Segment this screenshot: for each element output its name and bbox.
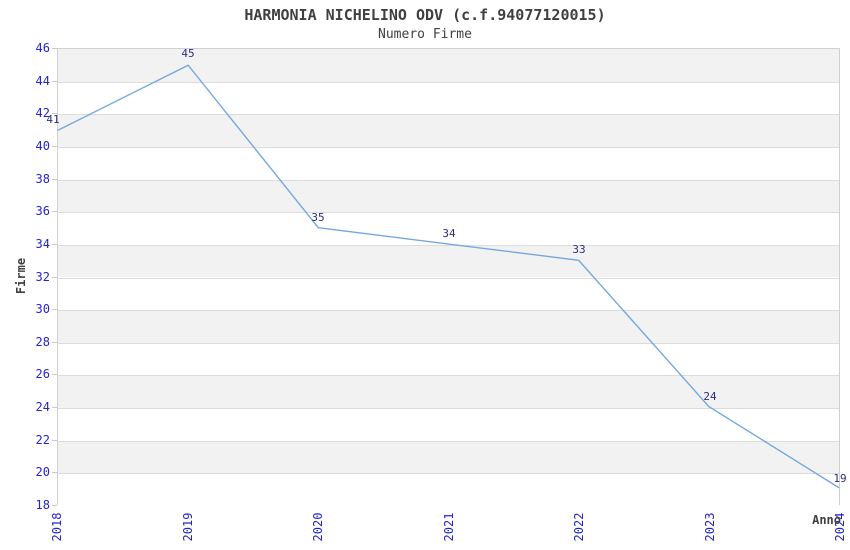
y-tick-mark xyxy=(52,244,57,245)
gridline xyxy=(58,114,839,115)
x-tick-label: 2020 xyxy=(311,512,325,542)
background-band xyxy=(58,342,839,376)
gridline xyxy=(58,147,839,148)
background-band xyxy=(58,179,839,213)
gridline xyxy=(58,408,839,409)
chart-title: HARMONIA NICHELINO ODV (c.f.94077120015) xyxy=(244,6,606,24)
x-tick-label: 2023 xyxy=(703,512,717,542)
background-band xyxy=(58,375,839,409)
y-tick-label: 24 xyxy=(35,400,50,414)
y-tick-label: 36 xyxy=(35,204,50,218)
chart-subtitle: Numero Firme xyxy=(378,27,472,42)
y-tick-label: 20 xyxy=(35,465,50,479)
y-tick-label: 22 xyxy=(35,433,50,447)
y-tick-label: 44 xyxy=(35,74,50,88)
point-value-label: 35 xyxy=(311,211,325,224)
gridline xyxy=(58,180,839,181)
y-tick-label: 26 xyxy=(35,367,50,381)
point-value-label: 34 xyxy=(442,227,456,240)
y-tick-label: 42 xyxy=(35,106,50,120)
y-tick-mark xyxy=(52,309,57,310)
y-tick-mark xyxy=(52,146,57,147)
point-value-label: 24 xyxy=(703,390,717,403)
point-value-label: 33 xyxy=(572,243,586,256)
background-band xyxy=(58,146,839,180)
y-tick-mark xyxy=(52,81,57,82)
gridline xyxy=(58,310,839,311)
background-band xyxy=(58,244,839,278)
gridline xyxy=(58,375,839,376)
point-value-label: 45 xyxy=(181,47,195,60)
y-tick-mark xyxy=(52,179,57,180)
y-tick-label: 40 xyxy=(35,139,50,153)
gridline xyxy=(58,441,839,442)
point-value-label: 19 xyxy=(833,472,847,485)
plot-area xyxy=(57,48,840,506)
y-tick-mark xyxy=(52,505,57,506)
y-tick-label: 34 xyxy=(35,237,50,251)
background-band xyxy=(58,81,839,115)
gridline xyxy=(58,473,839,474)
background-band xyxy=(58,440,839,474)
y-tick-label: 30 xyxy=(35,302,50,316)
gridline xyxy=(58,245,839,246)
y-tick-mark xyxy=(52,48,57,49)
x-tick-label: 2018 xyxy=(50,512,64,542)
point-value-label: 41 xyxy=(46,113,60,126)
y-tick-mark xyxy=(52,407,57,408)
y-tick-mark xyxy=(52,440,57,441)
y-tick-label: 46 xyxy=(35,41,50,55)
gridline xyxy=(58,278,839,279)
x-axis-label: Anno xyxy=(812,513,841,527)
background-band xyxy=(58,114,839,147)
x-tick-label: 2021 xyxy=(442,512,456,542)
y-tick-label: 28 xyxy=(35,335,50,349)
background-band xyxy=(58,277,839,311)
background-band xyxy=(58,408,839,441)
y-tick-mark xyxy=(52,342,57,343)
background-band xyxy=(58,212,839,245)
series-line xyxy=(57,64,840,489)
x-tick-label: 2022 xyxy=(572,512,586,542)
y-tick-mark xyxy=(52,277,57,278)
y-tick-label: 38 xyxy=(35,172,50,186)
y-tick-mark xyxy=(52,374,57,375)
background-band xyxy=(58,310,839,343)
background-band xyxy=(58,473,839,506)
y-tick-mark xyxy=(52,472,57,473)
gridline xyxy=(58,212,839,213)
y-tick-label: 32 xyxy=(35,270,50,284)
x-tick-label: 2019 xyxy=(181,512,195,542)
y-tick-label: 18 xyxy=(35,498,50,512)
gridline xyxy=(58,82,839,83)
y-tick-mark xyxy=(52,113,57,114)
data-line xyxy=(57,64,840,489)
gridline xyxy=(58,343,839,344)
y-tick-mark xyxy=(52,211,57,212)
